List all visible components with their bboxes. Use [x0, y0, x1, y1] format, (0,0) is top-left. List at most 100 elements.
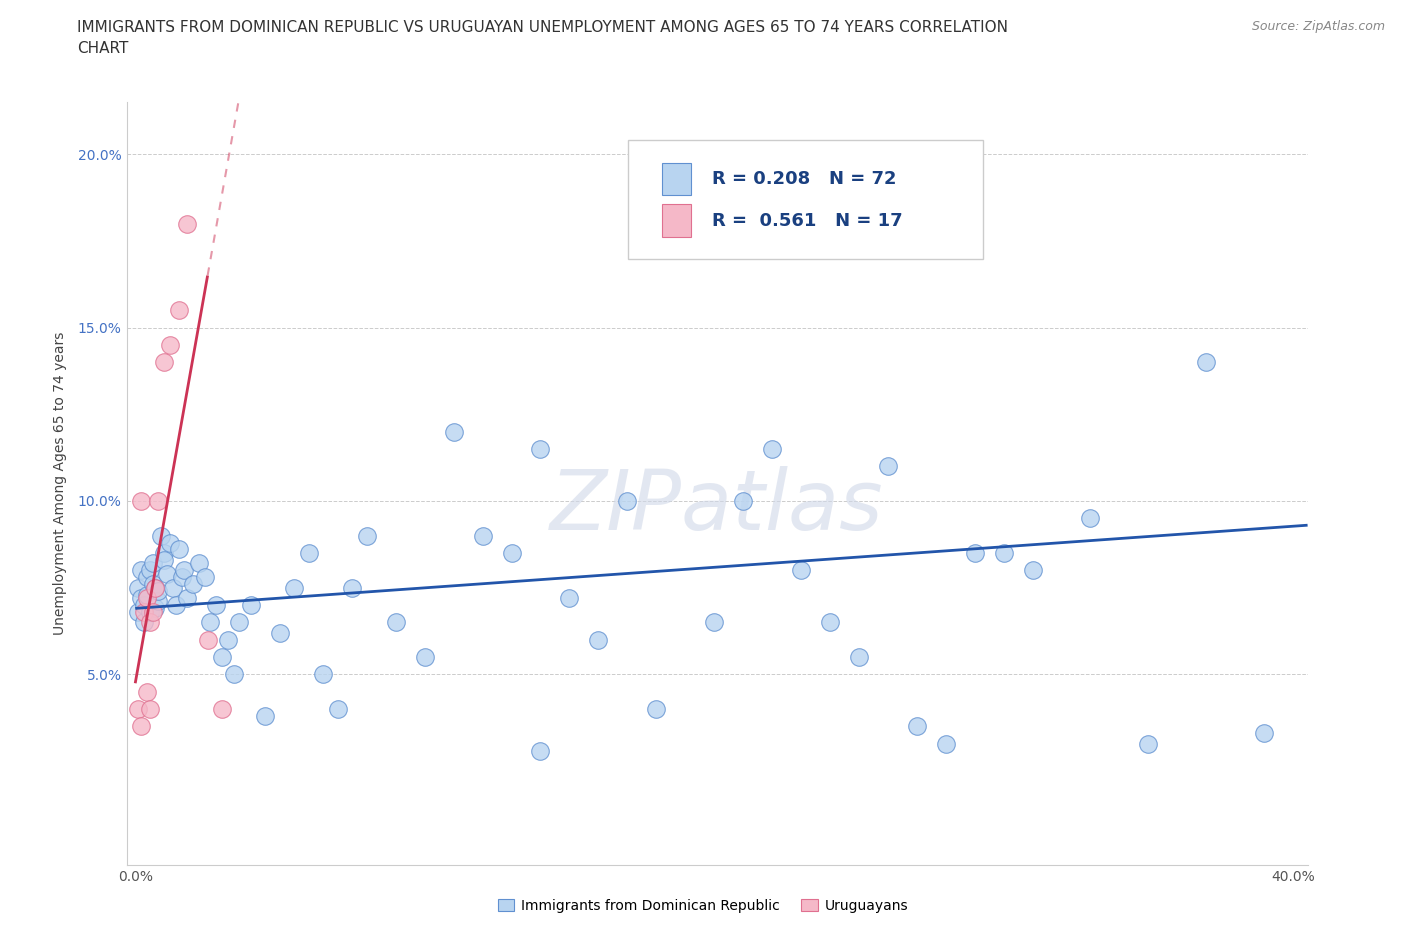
- Point: [529, 743, 551, 758]
- Point: [127, 580, 149, 595]
- Point: [963, 546, 986, 561]
- Point: [142, 577, 165, 591]
- Point: [616, 494, 638, 509]
- Point: [187, 556, 209, 571]
- Point: [1195, 355, 1218, 370]
- Point: [127, 701, 149, 716]
- Point: [197, 632, 219, 647]
- FancyBboxPatch shape: [628, 140, 983, 259]
- Point: [162, 580, 184, 595]
- Point: [905, 719, 928, 734]
- Point: [159, 535, 181, 550]
- Point: [135, 591, 157, 605]
- Point: [818, 615, 841, 630]
- Point: [132, 604, 155, 619]
- Point: [145, 601, 167, 616]
- Y-axis label: Unemployment Among Ages 65 to 74 years: Unemployment Among Ages 65 to 74 years: [52, 332, 66, 635]
- Point: [1253, 725, 1275, 740]
- Point: [443, 424, 465, 439]
- Point: [848, 649, 870, 664]
- Point: [703, 615, 725, 630]
- Point: [129, 719, 152, 734]
- Point: [176, 216, 198, 231]
- Point: [135, 570, 157, 585]
- Point: [148, 494, 170, 509]
- Point: [173, 563, 195, 578]
- Point: [200, 615, 222, 630]
- Point: [254, 709, 277, 724]
- Point: [993, 546, 1015, 561]
- Point: [167, 303, 190, 318]
- Point: [790, 563, 813, 578]
- Point: [156, 566, 179, 581]
- FancyBboxPatch shape: [662, 205, 692, 236]
- Point: [165, 597, 187, 612]
- FancyBboxPatch shape: [662, 163, 692, 194]
- Point: [148, 594, 170, 609]
- Point: [132, 597, 155, 612]
- Point: [733, 494, 755, 509]
- Text: IMMIGRANTS FROM DOMINICAN REPUBLIC VS URUGUAYAN UNEMPLOYMENT AMONG AGES 65 TO 74: IMMIGRANTS FROM DOMINICAN REPUBLIC VS UR…: [77, 20, 1008, 35]
- Point: [211, 649, 233, 664]
- Text: ZIPatlas: ZIPatlas: [550, 466, 884, 547]
- Point: [153, 546, 176, 561]
- Point: [211, 701, 233, 716]
- Point: [222, 667, 245, 682]
- Point: [138, 615, 160, 630]
- Point: [138, 604, 160, 619]
- Point: [558, 591, 581, 605]
- Point: [176, 591, 198, 605]
- Point: [269, 625, 291, 640]
- Point: [142, 556, 165, 571]
- Point: [645, 701, 668, 716]
- Point: [240, 597, 263, 612]
- Point: [145, 580, 167, 595]
- Point: [129, 563, 152, 578]
- Point: [194, 570, 217, 585]
- Point: [205, 597, 228, 612]
- Point: [1080, 511, 1102, 525]
- Point: [138, 701, 160, 716]
- Point: [150, 528, 173, 543]
- Point: [1137, 737, 1160, 751]
- Point: [761, 442, 783, 457]
- Point: [159, 338, 181, 352]
- Point: [170, 570, 193, 585]
- Point: [298, 546, 321, 561]
- Point: [132, 615, 155, 630]
- Point: [384, 615, 406, 630]
- Point: [413, 649, 436, 664]
- Text: CHART: CHART: [77, 41, 129, 56]
- Point: [145, 580, 167, 595]
- Point: [312, 667, 335, 682]
- Point: [342, 580, 364, 595]
- Point: [217, 632, 239, 647]
- Point: [356, 528, 378, 543]
- Point: [876, 458, 898, 473]
- Text: Source: ZipAtlas.com: Source: ZipAtlas.com: [1251, 20, 1385, 33]
- Point: [471, 528, 494, 543]
- Point: [181, 577, 204, 591]
- Point: [129, 591, 152, 605]
- Point: [153, 355, 176, 370]
- Point: [326, 701, 349, 716]
- Point: [167, 542, 190, 557]
- Point: [129, 494, 152, 509]
- Legend: Immigrants from Dominican Republic, Uruguayans: Immigrants from Dominican Republic, Urug…: [492, 894, 914, 919]
- Point: [142, 604, 165, 619]
- Point: [501, 546, 523, 561]
- Text: R = 0.208   N = 72: R = 0.208 N = 72: [713, 169, 897, 188]
- Point: [283, 580, 305, 595]
- Point: [153, 552, 176, 567]
- Text: R =  0.561   N = 17: R = 0.561 N = 17: [713, 211, 903, 230]
- Point: [127, 604, 149, 619]
- Point: [228, 615, 250, 630]
- Point: [135, 587, 157, 602]
- Point: [588, 632, 610, 647]
- Point: [135, 684, 157, 699]
- Point: [148, 584, 170, 599]
- Point: [935, 737, 957, 751]
- Point: [138, 563, 160, 578]
- Point: [529, 442, 551, 457]
- Point: [1021, 563, 1043, 578]
